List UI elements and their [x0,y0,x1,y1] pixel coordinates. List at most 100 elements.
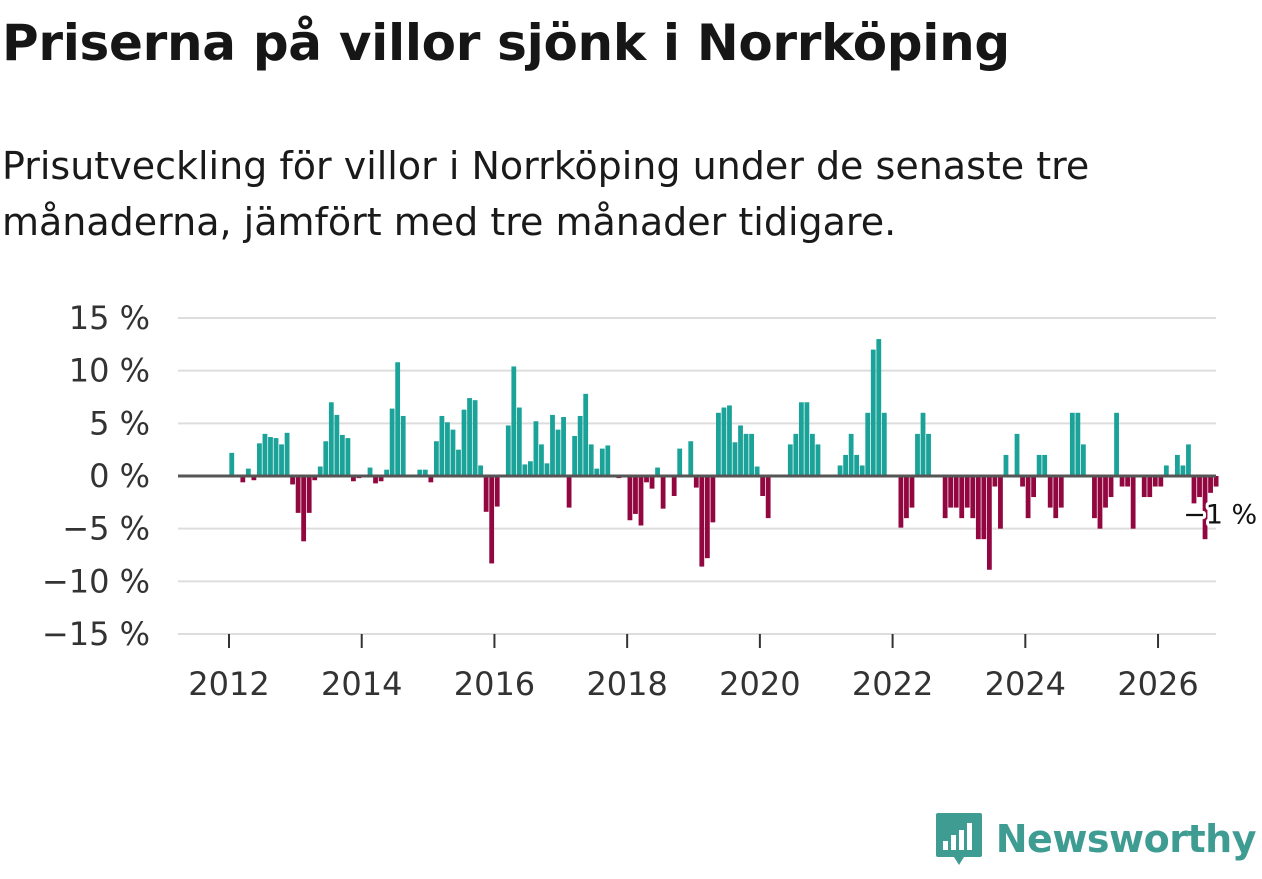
y-tick-label: 0 % [89,457,150,495]
bar [511,366,517,476]
bar [633,476,638,514]
bar [1152,476,1158,487]
bar [1092,476,1097,519]
bar [389,408,395,476]
bar [345,438,351,476]
bar [876,339,882,476]
bar [865,412,871,476]
bar [959,476,965,519]
bar [262,433,268,476]
bar [926,433,931,476]
bar [1058,476,1064,508]
bar [859,465,865,476]
bar [229,452,235,476]
bar [433,441,439,476]
y-tick-label: −10 % [42,562,150,600]
bar [367,467,373,476]
bar [323,441,329,476]
bar [301,476,307,542]
bar [1069,412,1075,476]
bar [456,449,461,476]
bar [295,476,301,513]
x-tick-label: 2012 [188,665,269,703]
y-tick-label: −15 % [42,615,150,653]
bar [721,407,727,476]
bar [815,444,821,476]
bar [804,402,810,476]
chart-subtitle: Prisutveckling för villor i Norrköping u… [2,144,1090,244]
x-tick-label: 2022 [852,665,933,703]
x-tick-label: 2024 [985,665,1066,703]
bar [273,438,279,476]
bars [229,339,1219,570]
x-tick-label: 2018 [586,665,667,703]
y-axis-labels: 15 % 10 % 5 % 0 % −5 % −10 % −15 % [42,299,150,653]
bar [450,429,456,476]
bar [251,476,257,481]
bar [561,417,566,476]
bar [483,476,489,512]
bar [677,448,683,476]
bar [655,467,660,476]
bar [489,476,495,564]
bar [1047,476,1053,508]
bar [522,464,528,476]
bar [284,432,290,476]
bar [605,445,611,476]
bar [351,476,356,482]
bar [644,476,649,483]
bar [505,425,511,476]
bar [550,414,555,476]
bar [422,469,428,476]
bar [257,443,262,476]
bar [704,476,710,559]
bar [710,476,716,523]
x-tick-label: 2026 [1117,665,1198,703]
bar [1119,476,1125,487]
bar [1114,412,1119,476]
bar [268,437,273,476]
bar [467,398,472,476]
bar [472,400,478,476]
bar [240,476,246,483]
bar [1163,465,1169,476]
bar [1180,465,1186,476]
bar [1020,476,1025,487]
bar [1014,433,1020,476]
bar [555,429,561,476]
bar [964,476,970,508]
bar [848,433,854,476]
bar [793,433,799,476]
y-tick-label: 10 % [69,352,150,390]
bar [953,476,959,508]
x-tick-label: 2016 [454,665,535,703]
y-tick-label: 15 % [69,299,150,337]
x-tick-label: 2020 [719,665,800,703]
bar [245,468,251,476]
bar [693,476,699,488]
bar [837,465,843,476]
bar [588,444,594,476]
bar [1097,476,1103,529]
bar [1075,412,1081,476]
bar [445,422,450,476]
bar [317,466,323,476]
bar [1141,476,1147,498]
bar [1147,476,1153,498]
bar [1158,476,1164,487]
y-tick-label: −5 % [62,510,150,548]
bar [843,454,848,476]
bar [417,469,423,476]
bar [516,407,522,476]
bar [810,433,815,476]
bar [699,476,705,567]
bar [527,461,533,476]
bar [1125,476,1131,487]
bar [478,465,484,476]
bar [870,349,876,476]
bar [904,476,909,519]
bar [306,476,312,513]
bar [1186,444,1191,476]
bar-chart: 15 %10 %5 %0 %−5 %−10 %−15 % 2012 2014 201… [42,299,1260,703]
bar [754,466,760,476]
